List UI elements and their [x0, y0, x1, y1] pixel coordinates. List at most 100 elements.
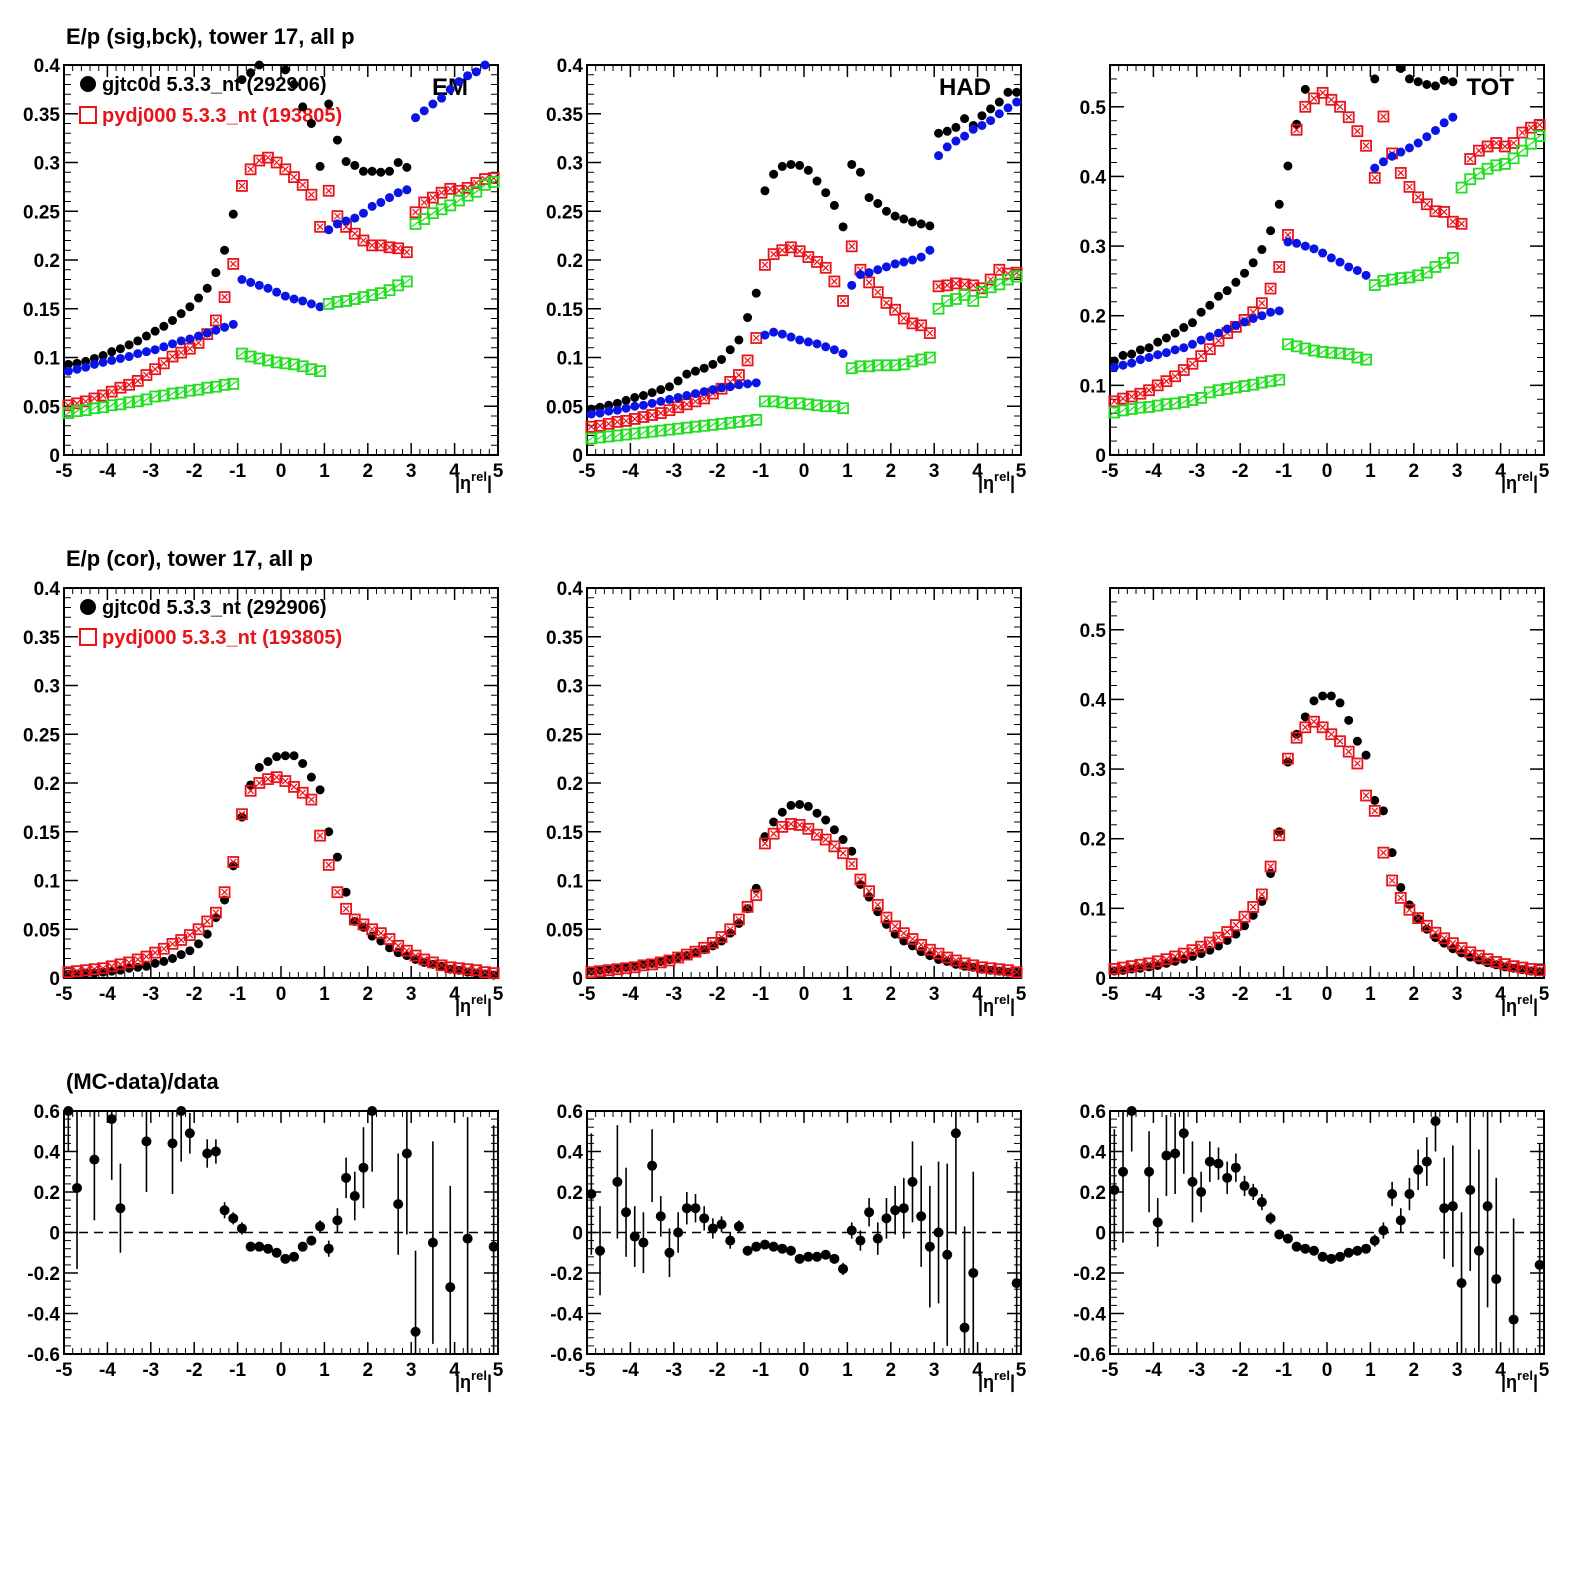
data-point	[1010, 966, 1023, 979]
data-point-cross	[481, 968, 489, 976]
data-point	[157, 389, 170, 402]
data-point-cross	[1267, 285, 1275, 292]
data-point-cross	[325, 861, 333, 869]
data-point	[1317, 1251, 1328, 1262]
data-point	[994, 109, 1004, 119]
data-point-cross	[839, 849, 847, 857]
y-tick-label: 0	[572, 969, 583, 990]
data-point-cross	[81, 406, 91, 414]
data-point-cross	[133, 397, 143, 405]
data-point	[1525, 963, 1537, 975]
data-point-cross	[247, 787, 255, 795]
x-tick-label: 1	[1365, 984, 1376, 1005]
series-2	[586, 97, 1022, 419]
data-point	[847, 280, 857, 290]
data-point	[487, 176, 500, 188]
series-0	[1109, 1106, 1545, 1354]
data-point	[672, 401, 685, 414]
data-point-cross	[604, 432, 614, 440]
data-point	[1342, 348, 1355, 360]
data-point	[942, 142, 952, 152]
data-point	[837, 295, 849, 307]
x-tick-label: -5	[56, 984, 73, 1005]
data-point	[426, 956, 439, 969]
data-point	[219, 1205, 230, 1216]
data-point	[123, 396, 135, 409]
data-point	[673, 392, 683, 402]
y-tick-label: 0	[1095, 969, 1106, 990]
data-point-cross	[185, 387, 195, 395]
data-point-cross	[221, 888, 229, 896]
data-point-cross	[359, 293, 368, 301]
y-tick-label: 0.4	[34, 579, 61, 600]
data-point	[1214, 291, 1223, 301]
data-point	[1177, 364, 1190, 376]
data-point	[79, 964, 92, 977]
data-point	[366, 923, 379, 936]
data-point-cross	[995, 965, 1003, 973]
data-point	[1429, 205, 1442, 218]
data-point	[1135, 355, 1145, 365]
data-point-cross	[1004, 966, 1012, 974]
data-point-cross	[1449, 218, 1457, 226]
data-point	[1273, 829, 1286, 842]
data-point	[637, 959, 650, 972]
data-point	[1481, 162, 1494, 175]
data-point-cross	[1144, 403, 1154, 411]
data-point	[621, 1207, 632, 1218]
x-tick-label: -2	[1232, 984, 1249, 1005]
data-point	[934, 128, 944, 138]
data-point-cross	[247, 165, 255, 173]
x-tick-label: -2	[1232, 461, 1249, 482]
data-point	[210, 1146, 221, 1157]
data-point-cross	[1284, 231, 1292, 239]
data-point-cross	[290, 173, 298, 181]
data-point	[934, 151, 944, 161]
data-point	[759, 395, 771, 408]
data-point	[812, 1251, 823, 1262]
data-point	[1134, 387, 1147, 400]
data-point-cross	[1432, 929, 1439, 937]
data-point-cross	[1423, 922, 1431, 930]
data-point	[209, 906, 222, 919]
data-point	[751, 378, 761, 388]
data-point-cross	[1458, 944, 1465, 952]
data-point-cross	[1353, 760, 1361, 767]
data-point-cross	[107, 401, 117, 409]
data-point	[1387, 1189, 1398, 1200]
data-point-cross	[752, 334, 760, 342]
y-tick-label: 0.35	[23, 105, 60, 126]
data-point-cross	[708, 421, 718, 429]
data-point-cross	[168, 390, 177, 398]
x-axis-label-sup: rel	[1517, 469, 1533, 484]
data-point-cross	[735, 916, 743, 923]
data-point	[1161, 1150, 1172, 1161]
data-point	[637, 411, 650, 423]
x-tick-label: 4	[449, 461, 460, 482]
data-point-cross	[299, 181, 307, 189]
data-point-cross	[1371, 807, 1379, 815]
data-point-cross	[1301, 723, 1309, 731]
data-point	[1170, 328, 1180, 338]
data-point-cross	[471, 188, 481, 196]
panel-2-2: -5 -4 -3 -2 -1 0 1 2 3 4 5 -0.6 -0.4 -0.2 0 0.2 0.4 0.6 |η…	[1073, 1102, 1549, 1392]
data-point	[358, 166, 368, 176]
data-point	[400, 275, 413, 288]
data-point	[185, 334, 195, 344]
x-tick-label: 4	[1495, 984, 1506, 1005]
data-point	[1143, 957, 1155, 970]
data-point	[1525, 121, 1537, 134]
data-point	[724, 923, 737, 936]
y-tick-label: 0.1	[1080, 899, 1107, 920]
data-point	[689, 420, 702, 433]
data-point-cross	[1248, 381, 1258, 389]
data-point-cross	[1310, 718, 1318, 726]
data-point	[786, 159, 796, 169]
data-point-cross	[108, 388, 116, 396]
data-point-cross	[229, 260, 237, 268]
data-point	[1291, 1241, 1302, 1252]
data-point-cross	[847, 364, 857, 372]
data-point	[470, 185, 483, 198]
data-point	[950, 954, 962, 967]
data-point	[1187, 318, 1197, 328]
